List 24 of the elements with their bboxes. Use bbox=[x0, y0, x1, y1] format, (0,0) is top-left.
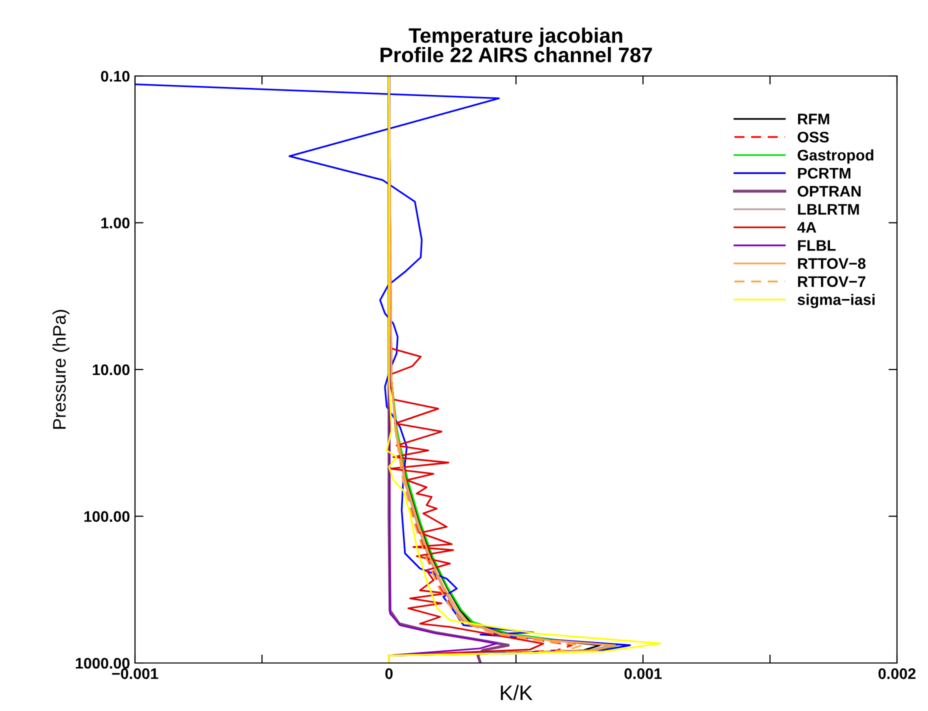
x-tick-label: −0.001 bbox=[112, 668, 158, 680]
legend-label: PCRTM bbox=[798, 168, 850, 179]
legend-label: OSS bbox=[798, 132, 829, 143]
legend-label: Gastropod bbox=[798, 149, 874, 164]
chart-title: Temperature jacobian Profile 22 AIRS channel 787 bbox=[380, 28, 652, 62]
y-tick-label: 0.10 bbox=[101, 70, 130, 82]
legend-label: FLBL bbox=[798, 240, 836, 251]
legend-label: RFM bbox=[798, 114, 830, 124]
x-tick-label: 0.001 bbox=[624, 668, 662, 680]
y-tick-label: 1000.00 bbox=[76, 658, 130, 669]
x-tick-label: 0.002 bbox=[878, 668, 916, 680]
legend-label: RTTOV−7 bbox=[798, 276, 866, 288]
legend-label: 4A bbox=[797, 222, 816, 233]
line-series bbox=[386, 76, 662, 663]
y-tick-label: 100.00 bbox=[84, 511, 130, 522]
legend-label: OPTRAN bbox=[798, 186, 861, 197]
y-tick-label: 10.00 bbox=[92, 364, 130, 376]
legend-label: sigma−iasi bbox=[798, 294, 875, 308]
legend-label: LBLRTM bbox=[798, 204, 859, 215]
legend-label: RTTOV−8 bbox=[798, 258, 866, 269]
x-tick-label: 0 bbox=[385, 668, 393, 680]
x-axis-title: K/K bbox=[500, 684, 533, 700]
y-axis-title: Pressure (hPa) bbox=[52, 310, 70, 429]
y-tick-label: 1.00 bbox=[101, 218, 130, 228]
